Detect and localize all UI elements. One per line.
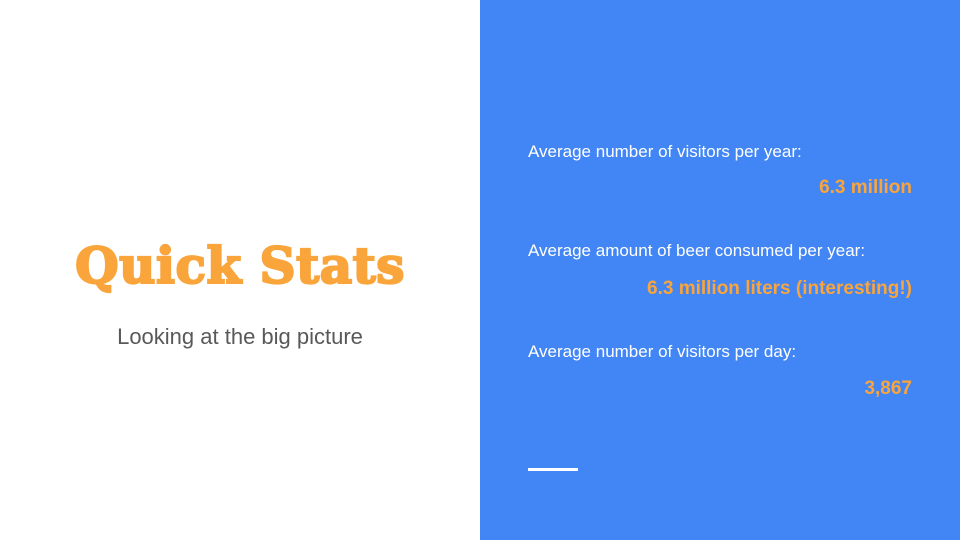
stat-value-visitors-per-day: 3,867 [864,378,912,399]
title-panel: Quick Stats Looking at the big picture [74,234,406,349]
slide-subtitle: Looking at the big picture [117,324,363,349]
stat-label-visitors-per-day: Average number of visitors per day: [528,342,797,361]
stat-value-visitors-per-year: 6.3 million [819,177,912,198]
divider-line [528,468,578,471]
slide-title: Quick Stats [74,235,405,296]
stat-value-beer-per-year: 6.3 million liters (interesting!) [647,278,912,299]
stat-label-visitors-per-year: Average number of visitors per year: [528,142,802,161]
stat-label-beer-per-year: Average amount of beer consumed per year… [528,241,866,260]
stats-panel: Average number of visitors per year: 6.3… [480,0,960,540]
